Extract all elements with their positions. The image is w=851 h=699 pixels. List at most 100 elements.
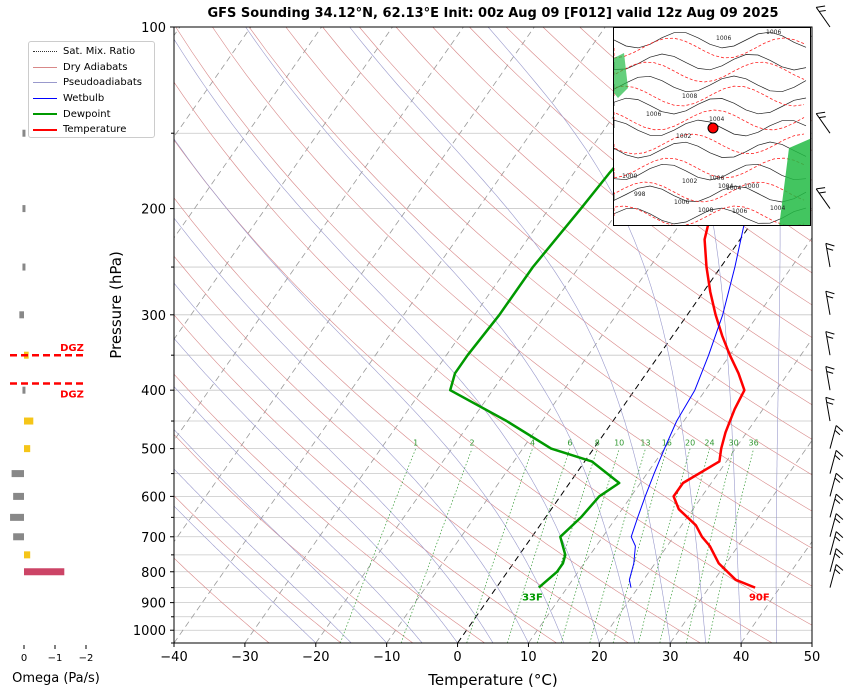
barb-flag — [835, 564, 844, 571]
mixing-ratio-label: 36 — [748, 439, 758, 448]
legend-swatch — [33, 51, 57, 53]
wind-barb — [825, 290, 835, 315]
isobar-label: 1004 — [770, 205, 785, 212]
barb-flag — [835, 493, 844, 501]
pseudoadiabat — [174, 337, 458, 643]
map-contour — [614, 31, 807, 49]
isobar-label: 998 — [634, 191, 646, 198]
mixing-ratio-label: 4 — [530, 439, 535, 448]
mixing-ratio-label: 2 — [470, 439, 475, 448]
barb-flag — [825, 331, 835, 335]
barb-staff — [815, 113, 831, 134]
wind-barb — [825, 366, 835, 391]
mixing-ratio-line — [612, 448, 668, 643]
dgz-label: DGZ — [60, 390, 84, 401]
mixing-ratio-line — [707, 448, 754, 643]
legend: Sat. Mix. Ratio Dry Adiabats Pseudoadiab… — [28, 41, 155, 138]
wind-barb — [829, 450, 844, 474]
barb-flag — [826, 336, 834, 339]
station-marker — [707, 122, 719, 134]
omega-bar — [22, 205, 26, 213]
dry-adiabat — [174, 81, 812, 626]
isotherm — [598, 338, 812, 643]
legend-swatch — [33, 66, 57, 68]
map-contour — [614, 97, 807, 115]
y-tick-label: 500 — [141, 443, 166, 458]
x-tick-label: 0 — [453, 650, 461, 665]
barb-staff — [825, 243, 831, 268]
dry-adiabat — [175, 27, 812, 587]
barb-flag — [825, 366, 835, 370]
barb-staff — [825, 366, 831, 391]
mixing-ratio-line — [400, 448, 473, 643]
mixing-ratio-line — [536, 448, 598, 643]
isobar-label: 1006 — [646, 111, 661, 118]
omega-bar — [13, 533, 24, 541]
barb-flag — [816, 187, 826, 190]
omega-bar — [10, 513, 24, 521]
pseudoadiabat — [174, 138, 565, 643]
x-tick-label: −40 — [160, 650, 187, 665]
isotherm — [244, 27, 677, 643]
barb-flag — [834, 518, 841, 524]
barb-staff — [825, 397, 831, 422]
barb-flag — [834, 568, 841, 575]
barb-flag — [819, 116, 826, 119]
omega-bar — [24, 445, 31, 453]
x-axis-label: Temperature (°C) — [427, 671, 557, 689]
barb-flag — [816, 5, 826, 8]
barb-staff — [825, 331, 831, 356]
barb-staff — [815, 7, 831, 28]
map-contour — [614, 141, 807, 159]
dry-adiabat — [212, 27, 812, 549]
legend-label: Sat. Mix. Ratio — [63, 46, 136, 58]
wind-barb — [829, 531, 844, 555]
map-contour — [614, 119, 807, 137]
x-tick-label: −30 — [231, 650, 258, 665]
barb-staff — [825, 291, 831, 315]
isobar-label: 1006 — [716, 35, 731, 42]
map-contour — [614, 163, 807, 181]
legend-label: Dewpoint — [63, 108, 111, 120]
barb-flag — [834, 454, 841, 461]
surface-annotation: 90F — [749, 593, 770, 604]
barb-flag — [825, 290, 835, 295]
barb-staff — [829, 548, 837, 572]
dgz-label: DGZ — [60, 343, 84, 354]
mixing-ratio-label: 24 — [704, 439, 714, 448]
legend-swatch — [33, 128, 57, 131]
mixing-ratio-label: 10 — [614, 439, 624, 448]
map-precip-area — [779, 138, 810, 225]
wind-barb — [815, 187, 831, 209]
x-tick-label: 10 — [520, 650, 537, 665]
omega-bar — [22, 129, 26, 137]
omega-panel: DGZ DGZ 0 −1 −2 Omega (Pa/s) — [10, 129, 100, 686]
barb-flag — [835, 513, 844, 520]
barb-flag — [826, 295, 834, 299]
y-tick-label: 900 — [141, 597, 166, 612]
axes-layer: −40 −30 −20 −10 0 10 20 30 40 50 100 200 300 400 500 60… — [107, 21, 820, 689]
mixing-ratio-line — [560, 448, 620, 643]
map-temp-contour — [614, 133, 805, 155]
isotherm — [174, 27, 606, 643]
omega-tick-label: −1 — [48, 653, 63, 664]
dry-adiabat — [174, 557, 270, 643]
dry-adiabat — [395, 27, 812, 372]
pseudoadiabat — [770, 27, 781, 643]
series-dewpoint — [448, 27, 748, 589]
wind-barb — [829, 513, 844, 537]
wind-barb — [829, 564, 844, 588]
y-tick-label: 400 — [141, 384, 166, 399]
legend-label: Temperature — [63, 124, 127, 136]
inset-map: 1006 1006 1008 1004 1006 1002 1002 1006 1000 1004… — [613, 27, 811, 226]
omega-bar — [24, 551, 31, 559]
map-temp-contour — [614, 181, 805, 203]
pseudoadiabat — [174, 217, 529, 643]
isobar-label: 1002 — [682, 178, 697, 185]
legend-label: Dry Adiabats — [63, 61, 128, 73]
isobar-label: 1006 — [766, 29, 781, 36]
mixing-ratio-label: 20 — [685, 439, 695, 448]
